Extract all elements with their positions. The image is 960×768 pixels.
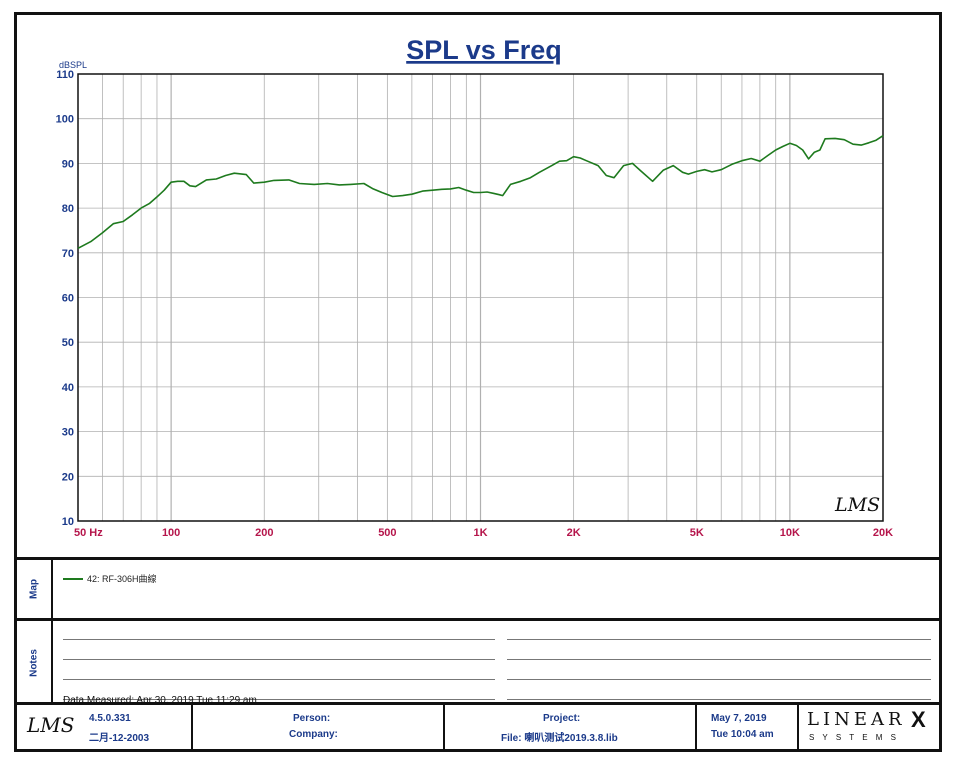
grid bbox=[78, 74, 883, 521]
y-tick-label: 20 bbox=[62, 471, 74, 483]
x-tick-label: 5K bbox=[690, 527, 704, 539]
x-tick-label: 10K bbox=[780, 527, 800, 539]
x-tick-label: 1K bbox=[473, 527, 487, 539]
version-text: 4.5.0.331 bbox=[89, 713, 131, 724]
divider bbox=[17, 618, 939, 621]
brand-x: X bbox=[911, 707, 926, 732]
person-label: Person: bbox=[293, 713, 331, 724]
note-line bbox=[507, 639, 931, 640]
y-tick-label: 60 bbox=[62, 293, 74, 305]
y-tick-label: 50 bbox=[62, 337, 74, 349]
y-axis-label: dBSPL bbox=[59, 60, 87, 70]
measurement-sheet: SPL vs Freq dBSPL 10 20 30 40 50 60 70 80 90 100 1… bbox=[14, 12, 942, 752]
footer-version-cell: LMS 4.5.0.331 二月-12-2003 bbox=[17, 705, 193, 749]
lms-logo: LMS bbox=[834, 494, 880, 516]
legend-swatch bbox=[63, 577, 83, 580]
footer-date-cell: May 7, 2019 Tue 10:04 am bbox=[697, 705, 799, 749]
date-text: May 7, 2019 bbox=[711, 713, 767, 724]
x-tick-label: 200 bbox=[255, 527, 273, 539]
divider bbox=[17, 702, 939, 705]
note-line bbox=[507, 699, 931, 700]
notes-side-label: Notes bbox=[17, 621, 53, 705]
time-text: Tue 10:04 am bbox=[711, 729, 774, 740]
x-tick-label: 2K bbox=[567, 527, 581, 539]
file-text: File: 喇叭测试2019.3.8.lib bbox=[501, 733, 618, 744]
note-line bbox=[63, 679, 495, 680]
note-line bbox=[507, 659, 931, 660]
note-line bbox=[63, 639, 495, 640]
series-line bbox=[77, 135, 884, 250]
series-layer bbox=[77, 135, 884, 250]
y-tick-label: 80 bbox=[62, 203, 74, 215]
plot-frame bbox=[77, 73, 884, 522]
chart-title: SPL vs Freq bbox=[406, 35, 562, 65]
x-tick-label: 100 bbox=[162, 527, 180, 539]
y-tick-label: 30 bbox=[62, 427, 74, 439]
note-line bbox=[507, 679, 931, 680]
project-label: Project: bbox=[543, 713, 581, 724]
map-section: Map 42: RF-306H曲線 bbox=[17, 560, 939, 618]
x-tick-label: 500 bbox=[378, 527, 396, 539]
note-line bbox=[63, 659, 495, 660]
map-label: Map bbox=[28, 579, 40, 599]
y-tick-label: 10 bbox=[62, 516, 74, 528]
footer: LMS 4.5.0.331 二月-12-2003 Person: Company… bbox=[17, 705, 939, 749]
tick-labels: 10 20 30 40 50 60 70 80 90 100 110 50 Hz 100 200 500 1K… bbox=[56, 69, 894, 539]
note-line bbox=[63, 699, 495, 700]
divider bbox=[17, 557, 939, 560]
footer-lms-logo: LMS bbox=[27, 713, 75, 737]
y-tick-label: 40 bbox=[62, 382, 74, 394]
legend-series-name: 42: RF-306H曲線 bbox=[87, 574, 157, 584]
footer-project-cell: Project: File: 喇叭测试2019.3.8.lib bbox=[445, 705, 697, 749]
y-tick-label: 90 bbox=[62, 158, 74, 170]
y-tick-label: 70 bbox=[62, 248, 74, 260]
y-tick-label: 110 bbox=[56, 69, 74, 81]
chart-area: SPL vs Freq dBSPL 10 20 30 40 50 60 70 80 90 100 1… bbox=[17, 15, 939, 557]
footer-brand-cell: LINEAR X S Y S T E M S bbox=[799, 705, 939, 749]
brand-systems: S Y S T E M S bbox=[809, 733, 899, 742]
map-side-label: Map bbox=[17, 560, 53, 618]
x-tick-label: 20K bbox=[873, 527, 893, 539]
y-tick-label: 100 bbox=[56, 114, 74, 126]
notes-section: Notes Data Measured: Apr 30, 2019 Tue 11… bbox=[17, 621, 939, 706]
spl-chart: SPL vs Freq dBSPL 1020304050607080901001… bbox=[56, 35, 894, 539]
footer-person-cell: Person: Company: bbox=[193, 705, 445, 749]
x-tick-label: 50 Hz bbox=[74, 527, 103, 539]
legend-entry[interactable]: 42: RF-306H曲線 bbox=[63, 572, 157, 585]
company-label: Company: bbox=[289, 729, 338, 740]
build-date-text: 二月-12-2003 bbox=[89, 733, 150, 744]
notes-label: Notes bbox=[28, 649, 40, 677]
data-measured-text: Data Measured: Apr 30, 2019 Tue 11:29 am bbox=[63, 695, 257, 706]
brand-linear: LINEAR bbox=[807, 709, 906, 730]
